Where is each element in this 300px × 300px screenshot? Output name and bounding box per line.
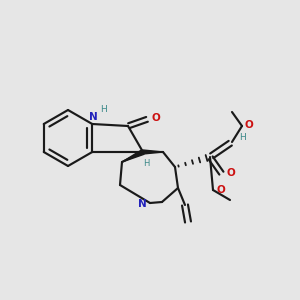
Text: N: N	[89, 112, 98, 122]
Text: O: O	[244, 120, 253, 130]
Text: H: H	[240, 134, 246, 142]
Text: O: O	[217, 185, 225, 195]
Text: O: O	[152, 113, 160, 123]
Text: H: H	[100, 106, 106, 115]
Text: O: O	[226, 168, 236, 178]
Text: H: H	[143, 158, 149, 167]
Text: N: N	[138, 199, 146, 209]
Polygon shape	[143, 150, 163, 154]
Polygon shape	[122, 150, 144, 162]
